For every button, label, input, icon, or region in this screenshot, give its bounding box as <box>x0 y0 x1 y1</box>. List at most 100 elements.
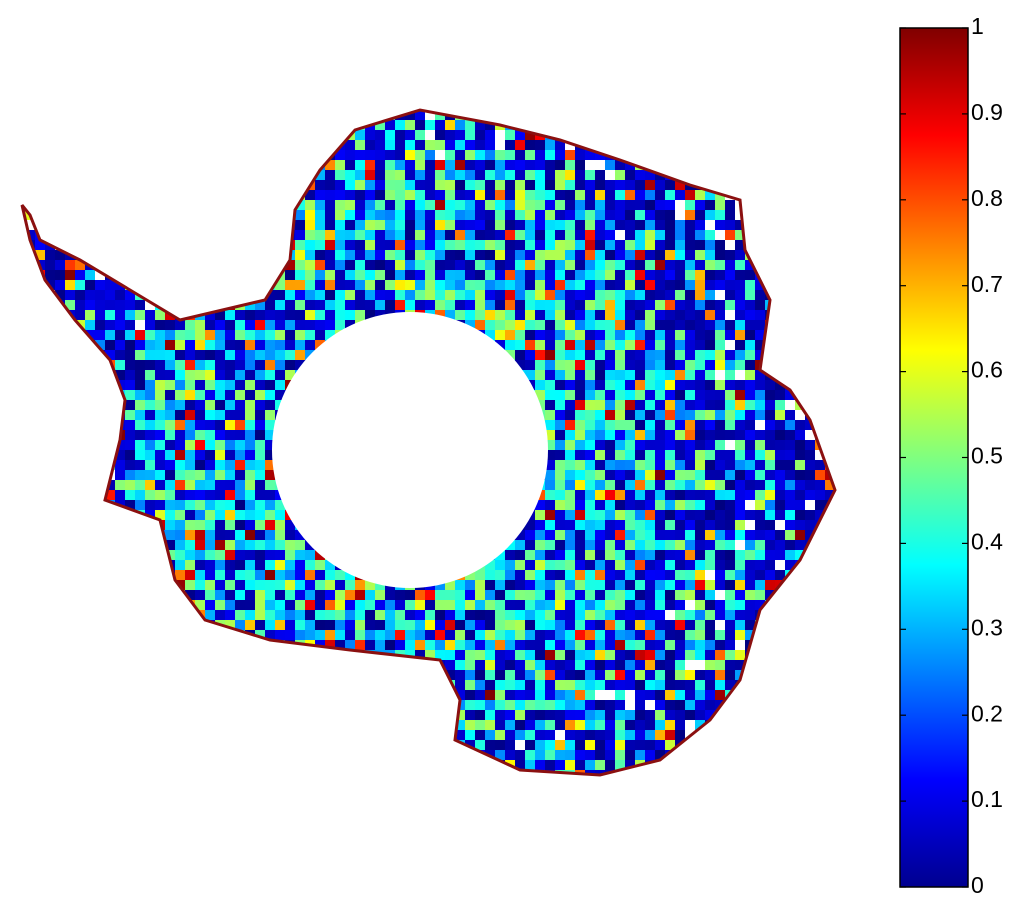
map-pixel <box>245 230 255 240</box>
map-pixel <box>45 350 55 360</box>
map-pixel <box>375 300 385 310</box>
map-pixel <box>595 340 605 350</box>
map-pixel <box>255 310 265 320</box>
map-pixel <box>555 480 565 490</box>
map-pixel <box>595 600 605 610</box>
map-pixel <box>545 700 555 710</box>
map-pixel <box>665 460 675 470</box>
map-pixel <box>815 130 825 140</box>
map-pixel <box>465 690 475 700</box>
map-pixel <box>515 260 525 270</box>
map-pixel <box>265 370 275 380</box>
map-pixel <box>775 130 785 140</box>
map-pixel <box>65 560 75 570</box>
map-pixel <box>475 320 485 330</box>
map-pixel <box>85 130 95 140</box>
map-pixel <box>435 160 445 170</box>
map-pixel <box>285 560 295 570</box>
map-pixel <box>105 230 115 240</box>
map-pixel <box>75 230 85 240</box>
map-pixel <box>535 280 545 290</box>
map-pixel <box>415 240 425 250</box>
map-pixel <box>605 130 615 140</box>
map-pixel <box>75 130 85 140</box>
map-pixel <box>755 150 765 160</box>
map-pixel <box>615 340 625 350</box>
map-pixel <box>345 250 355 260</box>
map-pixel <box>125 340 135 350</box>
map-pixel <box>175 250 185 260</box>
map-pixel <box>95 440 105 450</box>
map-pixel <box>55 590 65 600</box>
map-pixel <box>105 490 115 500</box>
map-pixel <box>22 130 25 140</box>
map-pixel <box>765 660 775 670</box>
map-pixel <box>65 520 75 530</box>
map-pixel <box>585 240 595 250</box>
map-pixel <box>785 250 795 260</box>
map-pixel <box>655 610 665 620</box>
map-pixel <box>135 330 145 340</box>
map-pixel <box>675 180 685 190</box>
map-pixel <box>745 480 755 490</box>
map-pixel <box>575 450 585 460</box>
map-pixel <box>545 520 555 530</box>
map-pixel <box>205 360 215 370</box>
map-pixel <box>545 470 555 480</box>
map-pixel <box>455 290 465 300</box>
map-pixel <box>725 580 735 590</box>
map-pixel <box>545 620 555 630</box>
map-pixel <box>635 600 645 610</box>
map-pixel <box>635 400 645 410</box>
map-pixel <box>555 320 565 330</box>
map-pixel <box>355 310 365 320</box>
map-pixel <box>225 510 235 520</box>
map-pixel <box>115 350 125 360</box>
map-pixel <box>245 410 255 420</box>
map-pixel <box>755 250 765 260</box>
map-pixel <box>245 670 255 680</box>
map-pixel <box>455 140 465 150</box>
map-pixel <box>585 600 595 610</box>
map-pixel <box>555 160 565 170</box>
map-pixel <box>135 200 145 210</box>
map-pixel <box>785 590 795 600</box>
map-pixel <box>25 450 35 460</box>
map-pixel <box>535 680 545 690</box>
map-pixel <box>465 270 475 280</box>
map-pixel <box>585 610 595 620</box>
map-pixel <box>525 290 535 300</box>
map-pixel <box>475 130 485 140</box>
map-pixel <box>685 440 695 450</box>
map-pixel <box>275 500 285 510</box>
map-pixel <box>195 440 205 450</box>
map-pixel <box>125 540 135 550</box>
map-pixel <box>465 590 475 600</box>
map-pixel <box>125 150 135 160</box>
map-pixel <box>745 370 755 380</box>
map-pixel <box>415 200 425 210</box>
map-pixel <box>115 630 125 640</box>
map-pixel <box>22 620 25 630</box>
map-pixel <box>665 670 675 680</box>
map-pixel <box>155 680 165 690</box>
map-pixel <box>835 640 845 650</box>
map-pixel <box>365 610 375 620</box>
map-pixel <box>75 410 85 420</box>
map-pixel <box>655 670 665 680</box>
map-pixel <box>695 470 705 480</box>
map-pixel <box>175 470 185 480</box>
map-pixel <box>635 520 645 530</box>
map-pixel <box>685 260 695 270</box>
map-pixel <box>135 260 145 270</box>
map-pixel <box>95 380 105 390</box>
map-pixel <box>225 230 235 240</box>
map-pixel <box>675 680 685 690</box>
map-pixel <box>215 690 225 700</box>
map-pixel <box>745 360 755 370</box>
map-pixel <box>75 540 85 550</box>
map-pixel <box>385 280 395 290</box>
map-pixel <box>305 220 315 230</box>
map-pixel <box>425 230 435 240</box>
map-pixel <box>745 300 755 310</box>
